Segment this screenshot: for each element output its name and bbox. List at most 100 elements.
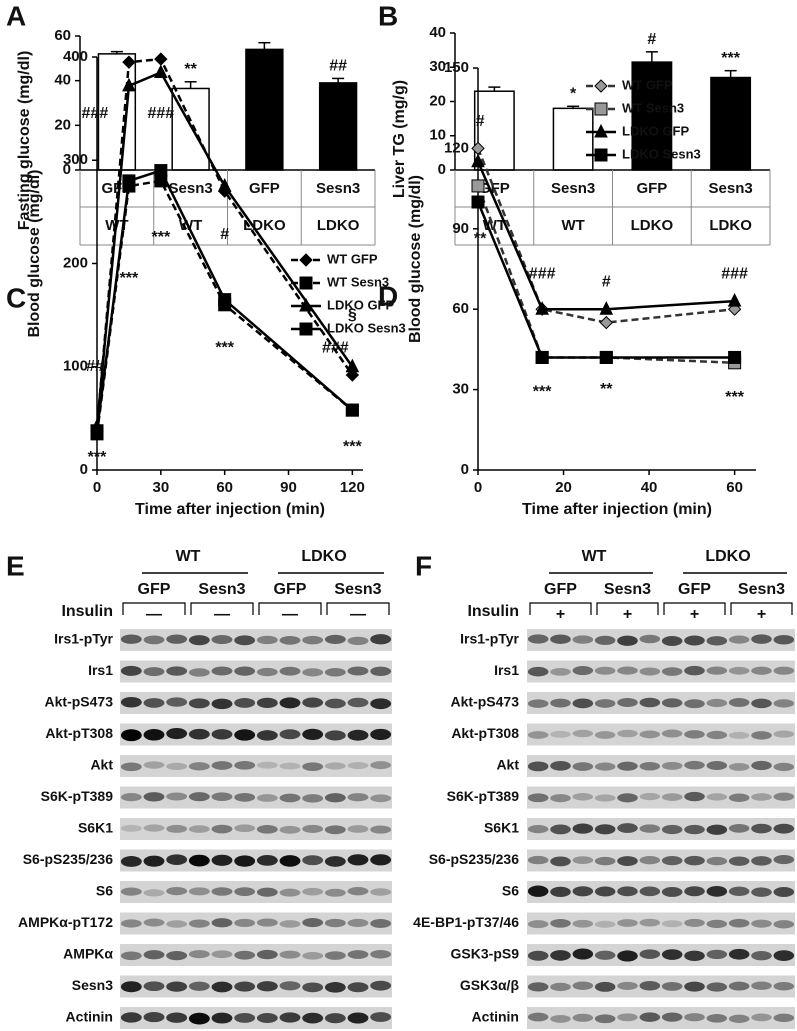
blot-band	[639, 981, 661, 991]
blot-band	[188, 919, 210, 928]
blot-strip	[120, 881, 392, 903]
blot-band	[120, 919, 142, 928]
series-line	[476, 201, 735, 359]
blot-row-label: S6	[502, 883, 519, 899]
blot-band	[143, 950, 165, 960]
blot-band	[728, 793, 750, 802]
blot-band	[728, 981, 750, 991]
legend-marker	[299, 253, 313, 267]
blot-band	[120, 887, 142, 896]
blot-band	[370, 634, 392, 645]
blot-band	[279, 920, 301, 928]
blot-band	[120, 634, 142, 644]
group-label: LDKO	[243, 217, 286, 234]
blot-row-label: Irs1-pTyr	[460, 631, 519, 647]
blot-band	[302, 668, 324, 677]
significance: ###	[529, 266, 556, 283]
x-tick-label: 0	[93, 479, 101, 496]
legend-label: LDKO GFP	[327, 297, 394, 312]
blot-band	[188, 635, 210, 646]
blot-strip	[120, 818, 392, 840]
blot-band	[594, 1014, 616, 1024]
data-point	[471, 179, 485, 193]
blot-band	[751, 634, 772, 644]
blot-strip	[527, 818, 795, 840]
data-point	[218, 293, 232, 307]
data-point	[122, 77, 136, 92]
blot-band	[617, 698, 638, 707]
blot-band	[324, 856, 346, 867]
blot-band	[751, 887, 772, 897]
significance: ***	[215, 339, 234, 356]
significance: #	[602, 274, 611, 291]
blot-row-label: Akt	[90, 757, 113, 773]
blot-band	[120, 951, 142, 961]
blot-band	[347, 762, 369, 770]
significance: ***	[721, 50, 740, 67]
blot-strip	[527, 755, 795, 777]
data-point	[535, 301, 549, 315]
blot-band	[706, 666, 728, 675]
y-tick-label: 0	[63, 161, 71, 178]
group-label: WT	[561, 217, 584, 234]
blot-band	[302, 887, 324, 896]
blot-row-label: Akt-pS473	[45, 694, 114, 710]
legend-marker	[299, 322, 313, 336]
blot-band	[188, 1012, 210, 1025]
blot-strip	[527, 881, 795, 903]
significance: ***	[151, 229, 170, 246]
blot-band	[120, 824, 142, 832]
bracket	[326, 602, 390, 615]
blot-band	[324, 698, 346, 709]
blot-band	[527, 1012, 549, 1022]
x-tick-label: 90	[280, 479, 297, 496]
blot-band	[617, 761, 638, 771]
y-tick-label: 200	[63, 254, 88, 271]
y-tick-label: 0	[80, 461, 88, 478]
blot-band	[751, 856, 772, 866]
blot-band	[572, 698, 594, 709]
blot-band	[773, 666, 795, 675]
blot-band	[143, 918, 165, 927]
blot-band	[234, 729, 256, 741]
blot-band	[143, 667, 165, 677]
blot-row-label: S6K1	[78, 820, 113, 836]
treatment-label: Insulin	[61, 603, 113, 620]
blot-band	[166, 727, 188, 740]
data-point	[154, 64, 168, 78]
blot-band	[661, 1012, 683, 1022]
blot-band	[617, 886, 638, 897]
blot-row-label: S6-pS235/236	[23, 851, 113, 867]
y-tick-label: 90	[452, 220, 469, 237]
subgroup-label: Sesn3	[198, 581, 245, 598]
blot-band	[370, 950, 392, 959]
blot-band	[279, 1012, 301, 1023]
blot-band	[211, 1012, 233, 1024]
significance: #	[220, 226, 229, 243]
blot-band	[527, 950, 549, 961]
legend-marker	[594, 123, 608, 138]
blot-band	[324, 825, 346, 835]
blot-band	[639, 824, 661, 833]
legend-label: LDKO Sesn3	[622, 146, 701, 161]
blot-band	[279, 950, 301, 959]
blot-band	[211, 950, 233, 959]
blot-band	[347, 950, 369, 959]
blot-band	[751, 666, 772, 675]
legend-marker	[299, 297, 313, 312]
panel-label: D	[378, 280, 398, 311]
blot-band	[211, 918, 233, 928]
blot-band	[166, 666, 188, 676]
x-axis-label: Time after injection (min)	[522, 501, 712, 518]
data-point	[728, 350, 742, 364]
data-point	[535, 350, 549, 364]
bracket	[122, 602, 186, 615]
blot-band	[773, 1013, 795, 1023]
blot-strip	[120, 975, 392, 998]
y-tick-label: 40	[54, 72, 71, 89]
subgroup-label: Sesn3	[738, 581, 785, 598]
group-label: WT	[582, 548, 607, 565]
blot-row-label: Akt	[496, 757, 519, 773]
y-tick-label: 60	[452, 300, 469, 317]
blot-band	[120, 696, 142, 708]
